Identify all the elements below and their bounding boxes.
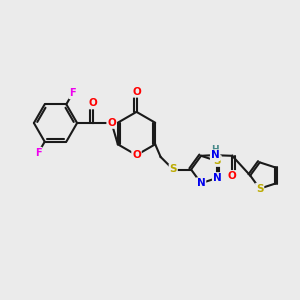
Text: S: S (213, 156, 221, 166)
Text: F: F (35, 148, 42, 158)
Text: H: H (211, 145, 219, 154)
Text: S: S (256, 184, 263, 194)
Text: F: F (69, 88, 76, 98)
Text: O: O (107, 118, 116, 128)
Text: O: O (88, 98, 97, 109)
Text: O: O (228, 171, 237, 181)
Text: O: O (132, 150, 141, 160)
Text: N: N (211, 150, 220, 160)
Text: N: N (213, 173, 221, 183)
Text: S: S (169, 164, 177, 175)
Text: N: N (197, 178, 206, 188)
Text: O: O (132, 87, 141, 97)
